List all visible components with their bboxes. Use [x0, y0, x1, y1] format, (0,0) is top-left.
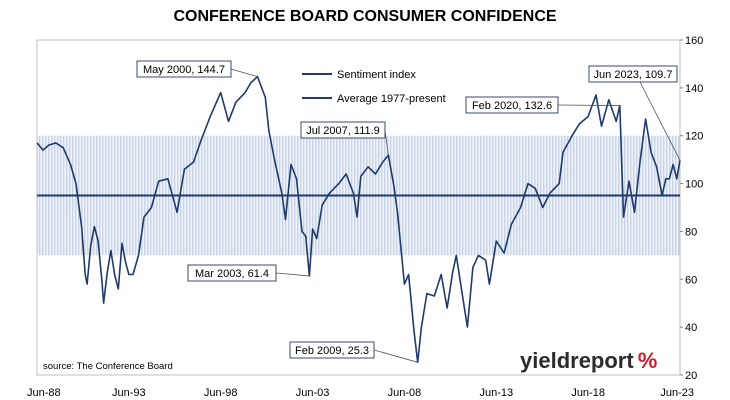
y-tick-label: 140 — [685, 83, 703, 95]
y-tick-label: 120 — [685, 131, 703, 143]
x-tick-label: Jun-08 — [388, 387, 422, 399]
annotation-label: Jun 2023, 109.7 — [594, 69, 673, 81]
annotation-leader — [373, 349, 418, 363]
y-tick-label: 20 — [685, 370, 697, 382]
annotation-label: Mar 2003, 61.4 — [195, 268, 269, 280]
y-tick-label: 100 — [685, 179, 703, 191]
x-tick-label: Jun-88 — [27, 387, 61, 399]
x-tick-label: Jun-93 — [112, 387, 146, 399]
annotation-leader — [557, 104, 620, 106]
y-tick-label: 60 — [685, 274, 697, 286]
annotation-label: Feb 2009, 25.3 — [295, 345, 369, 357]
source-note: source: The Conference Board — [43, 361, 173, 372]
annotation-leader — [639, 81, 681, 161]
x-tick-label: Jun-03 — [296, 387, 330, 399]
plot-frame — [36, 39, 681, 376]
brand-logo-main: yieldreport — [520, 348, 634, 373]
annotation-leader — [230, 68, 258, 77]
annotation-box — [588, 65, 678, 83]
annotation-label: Feb 2020, 132.6 — [472, 100, 552, 112]
annotation-box — [187, 264, 277, 282]
chart-title: CONFERENCE BOARD CONSUMER CONFIDENCE — [173, 8, 557, 25]
x-tick-label: Jun-98 — [204, 387, 238, 399]
x-tick-label: Jun-23 — [660, 387, 694, 399]
legend-label-average: Average 1977-present — [337, 93, 446, 105]
annotation-box — [136, 60, 232, 78]
annotation-box — [289, 341, 375, 359]
annotation-label: Jul 2007, 111.9 — [306, 125, 380, 137]
y-tick-label: 40 — [685, 322, 697, 334]
y-tick-label: 80 — [685, 226, 697, 238]
y-tick-label: 160 — [685, 35, 703, 47]
annotation-leader — [275, 272, 310, 277]
annotation-box — [300, 121, 386, 139]
annotation-label: May 2000, 144.7 — [143, 64, 225, 76]
annotation-box — [465, 96, 559, 114]
legend-label-sentiment: Sentiment index — [337, 69, 416, 81]
sentiment-line — [36, 75, 681, 364]
annotation-leader — [384, 129, 389, 156]
brand-logo: yieldreport% — [520, 348, 657, 373]
x-tick-label: Jun-13 — [479, 387, 513, 399]
x-tick-label: Jun-18 — [571, 387, 605, 399]
brand-logo-symbol: % — [638, 348, 658, 373]
